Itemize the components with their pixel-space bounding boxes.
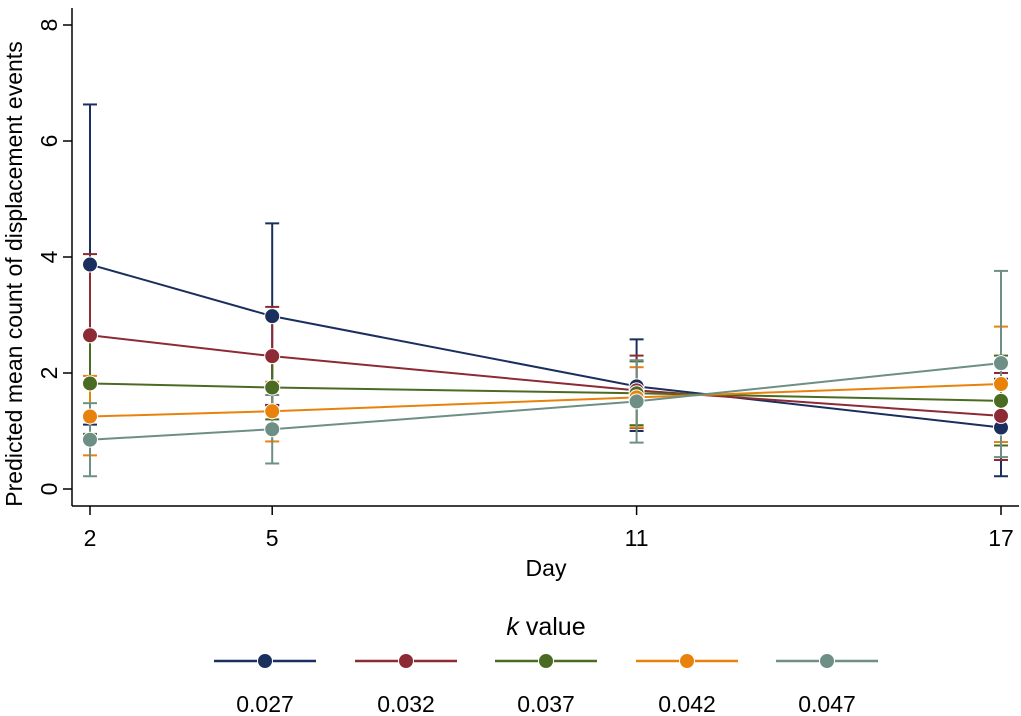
legend-label-0.042: 0.042	[658, 691, 716, 716]
y-tick-label-3: 6	[36, 135, 62, 148]
series-errorbars-0.032	[83, 253, 1008, 461]
plot-area	[82, 103, 1009, 478]
point-0.047-day-11	[628, 393, 645, 410]
x-tick-label-3: 17	[988, 525, 1014, 551]
point-0.042-day-5	[264, 403, 281, 420]
point-0.042-day-2	[82, 408, 98, 425]
series-line-0.032	[89, 334, 1002, 417]
point-0.027-day-2	[82, 256, 98, 273]
legend-title-k: k	[506, 613, 520, 641]
legend-marker-0.032	[398, 653, 414, 669]
axes: 0 2 4 6 8 2 5 11 17	[36, 8, 1019, 551]
y-tick-label-0: 0	[36, 483, 62, 496]
point-0.047-day-5	[264, 421, 281, 438]
point-0.032-day-5	[264, 348, 281, 365]
x-tick-label-2: 11	[625, 525, 649, 551]
legend-label-0.047: 0.047	[798, 691, 856, 716]
legend-title-value: value	[519, 613, 586, 641]
legend-title: k value	[506, 613, 585, 641]
legend-label-0.037: 0.037	[517, 691, 575, 716]
point-0.047-day-2	[82, 431, 98, 448]
point-0.047-day-17	[993, 355, 1009, 372]
legend-label-0.027: 0.027	[236, 691, 294, 716]
point-0.037-day-17	[993, 392, 1009, 409]
y-tick-label-4: 8	[36, 19, 62, 32]
legend-marker-0.027	[257, 653, 273, 669]
point-0.037-day-2	[82, 375, 98, 392]
legend-marker-0.037	[538, 653, 554, 669]
point-0.037-day-5	[264, 379, 281, 396]
legend-label-0.032: 0.032	[377, 691, 435, 716]
x-axis-title: Day	[526, 555, 567, 581]
series-line-0.047	[89, 362, 1002, 441]
series-line-0.037	[89, 382, 1002, 402]
point-0.032-day-17	[993, 407, 1009, 424]
series-line-0.042	[89, 383, 1002, 418]
legend-marker-0.047	[819, 653, 835, 669]
legend: 0.027 0.032 0.037 0.042 0.047	[214, 653, 878, 716]
y-tick-label-1: 2	[36, 367, 62, 380]
y-tick-label-2: 4	[36, 250, 62, 263]
x-tick-label-0: 2	[84, 525, 97, 551]
point-0.042-day-17	[993, 376, 1009, 393]
y-axis-title: Predicted mean count of displacement eve…	[1, 41, 27, 506]
series-line-0.027	[89, 263, 1002, 429]
legend-marker-0.042	[679, 653, 695, 669]
point-0.027-day-5	[264, 308, 281, 325]
x-tick-label-1: 5	[266, 525, 279, 551]
point-0.032-day-2	[82, 327, 98, 344]
series-errorbars-0.027	[83, 103, 1008, 478]
